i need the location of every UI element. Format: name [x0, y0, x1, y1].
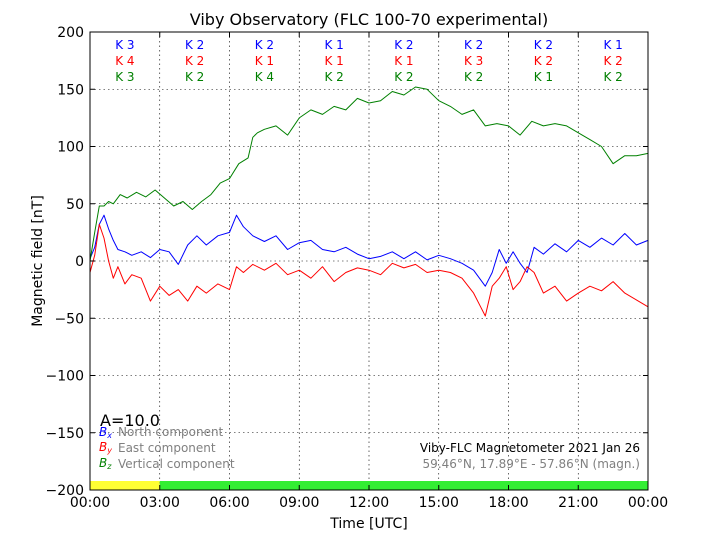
- legend-label-north: North component: [118, 425, 224, 439]
- k-index-north: K 1: [324, 38, 343, 52]
- x-tick-label: 03:00: [140, 495, 180, 511]
- legend-label-vertical: Vertical component: [118, 457, 235, 471]
- series-line-north: [89, 214, 649, 287]
- y-tick-label: 150: [57, 82, 84, 98]
- k-index-north: K 2: [185, 38, 204, 52]
- k-index-north: K 2: [534, 38, 553, 52]
- k-index-vertical: K 4: [255, 70, 274, 84]
- k-index-east: K 2: [603, 54, 622, 68]
- k-index-vertical: K 2: [185, 70, 204, 84]
- chart-title: Viby Observatory (FLC 100-70 experimenta…: [190, 10, 549, 29]
- y-tick-label: 50: [66, 197, 84, 213]
- y-tick-label: 100: [57, 140, 84, 156]
- axis-ticks: 00:00 03:00 06:00 09:00 12:00 15:00 18:00 21:00…: [46, 25, 669, 511]
- y-tick-label: −150: [46, 426, 84, 442]
- y-tick-label: −100: [46, 369, 84, 385]
- k-index-vertical: K 1: [534, 70, 553, 84]
- x-tick-label: 21:00: [558, 495, 598, 511]
- x-tick-label: 06:00: [209, 495, 249, 511]
- x-tick-label: 09:00: [279, 495, 319, 511]
- k-index-east: K 1: [255, 54, 274, 68]
- activity-bar: [90, 481, 648, 490]
- k-index-east: K 1: [394, 54, 413, 68]
- k-index-north: K 3: [115, 38, 134, 52]
- x-tick-label: 00:00: [628, 495, 668, 511]
- k-index-vertical: K 2: [464, 70, 483, 84]
- series-line-east: [89, 223, 649, 317]
- legend-label-east: East component: [118, 441, 216, 455]
- y-tick-label: 0: [75, 254, 84, 270]
- y-axis-label: Magnetic field [nT]: [30, 195, 46, 327]
- x-axis-label: Time [UTC]: [329, 516, 407, 532]
- y-tick-label: −50: [54, 311, 84, 327]
- x-tick-label: 15:00: [419, 495, 459, 511]
- k-index-east: K 3: [464, 54, 483, 68]
- series-lines: [89, 86, 649, 317]
- info-line-instrument: Viby-FLC Magnetometer 2021 Jan 26: [420, 441, 640, 455]
- y-tick-label: 200: [57, 25, 84, 41]
- info-line-location: 59.46°N, 17.89°E - 57.86°N (magn.): [423, 457, 640, 471]
- k-index-north: K 1: [603, 38, 622, 52]
- k-index-north: K 2: [394, 38, 413, 52]
- activity-bar-segment: [90, 481, 160, 490]
- k-index-vertical: K 2: [603, 70, 622, 84]
- k-index-north: K 2: [255, 38, 274, 52]
- k-index-east: K 2: [534, 54, 553, 68]
- x-tick-label: 00:00: [70, 495, 110, 511]
- k-index-labels: K 3 K 2 K 2 K 1 K 2 K 2 K 2 K 1 K 4 K 2 K 1 K 1 K 1 K…: [115, 38, 623, 84]
- k-index-east: K 4: [115, 54, 134, 68]
- k-index-vertical: K 2: [394, 70, 413, 84]
- x-tick-label: 18:00: [488, 495, 528, 511]
- activity-bar-segment: [159, 481, 648, 490]
- a-index-label: A=10.0: [100, 411, 160, 430]
- k-index-east: K 2: [185, 54, 204, 68]
- x-tick-label: 12:00: [349, 495, 389, 511]
- k-index-vertical: K 3: [115, 70, 134, 84]
- grid-lines: [90, 32, 648, 490]
- k-index-vertical: K 2: [324, 70, 343, 84]
- k-index-east: K 1: [324, 54, 343, 68]
- k-index-north: K 2: [464, 38, 483, 52]
- legend: Bx North component By East component Bz …: [99, 425, 235, 471]
- series-line-vertical: [89, 86, 649, 262]
- y-tick-label: −200: [46, 483, 84, 499]
